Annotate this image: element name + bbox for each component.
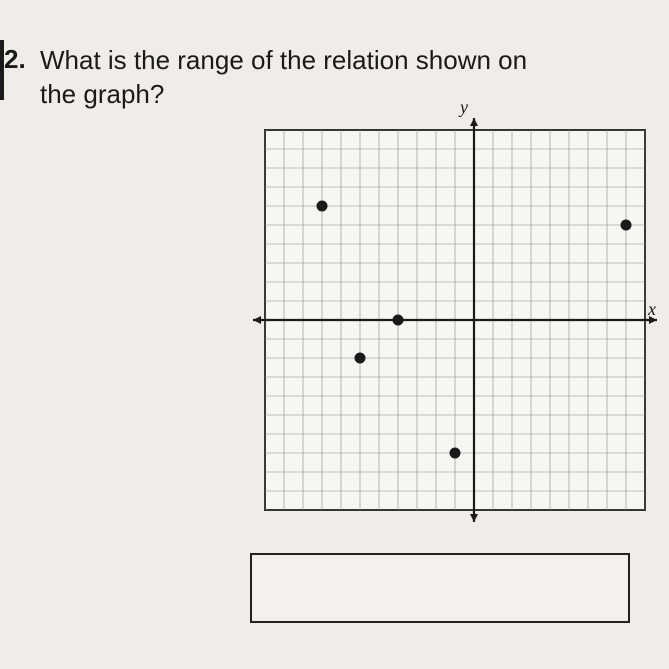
question-line2: the graph? <box>40 79 164 109</box>
graph-area: y x <box>250 115 669 535</box>
answer-box[interactable] <box>250 553 630 623</box>
question-line1: What is the range of the relation shown … <box>40 45 527 75</box>
question-number: 2. <box>0 44 40 75</box>
scatter-chart <box>250 115 660 525</box>
question-text: What is the range of the relation shown … <box>40 44 661 112</box>
top-margin <box>0 0 669 40</box>
left-border-mark <box>0 40 4 100</box>
question-container: 2. What is the range of the relation sho… <box>0 40 669 112</box>
